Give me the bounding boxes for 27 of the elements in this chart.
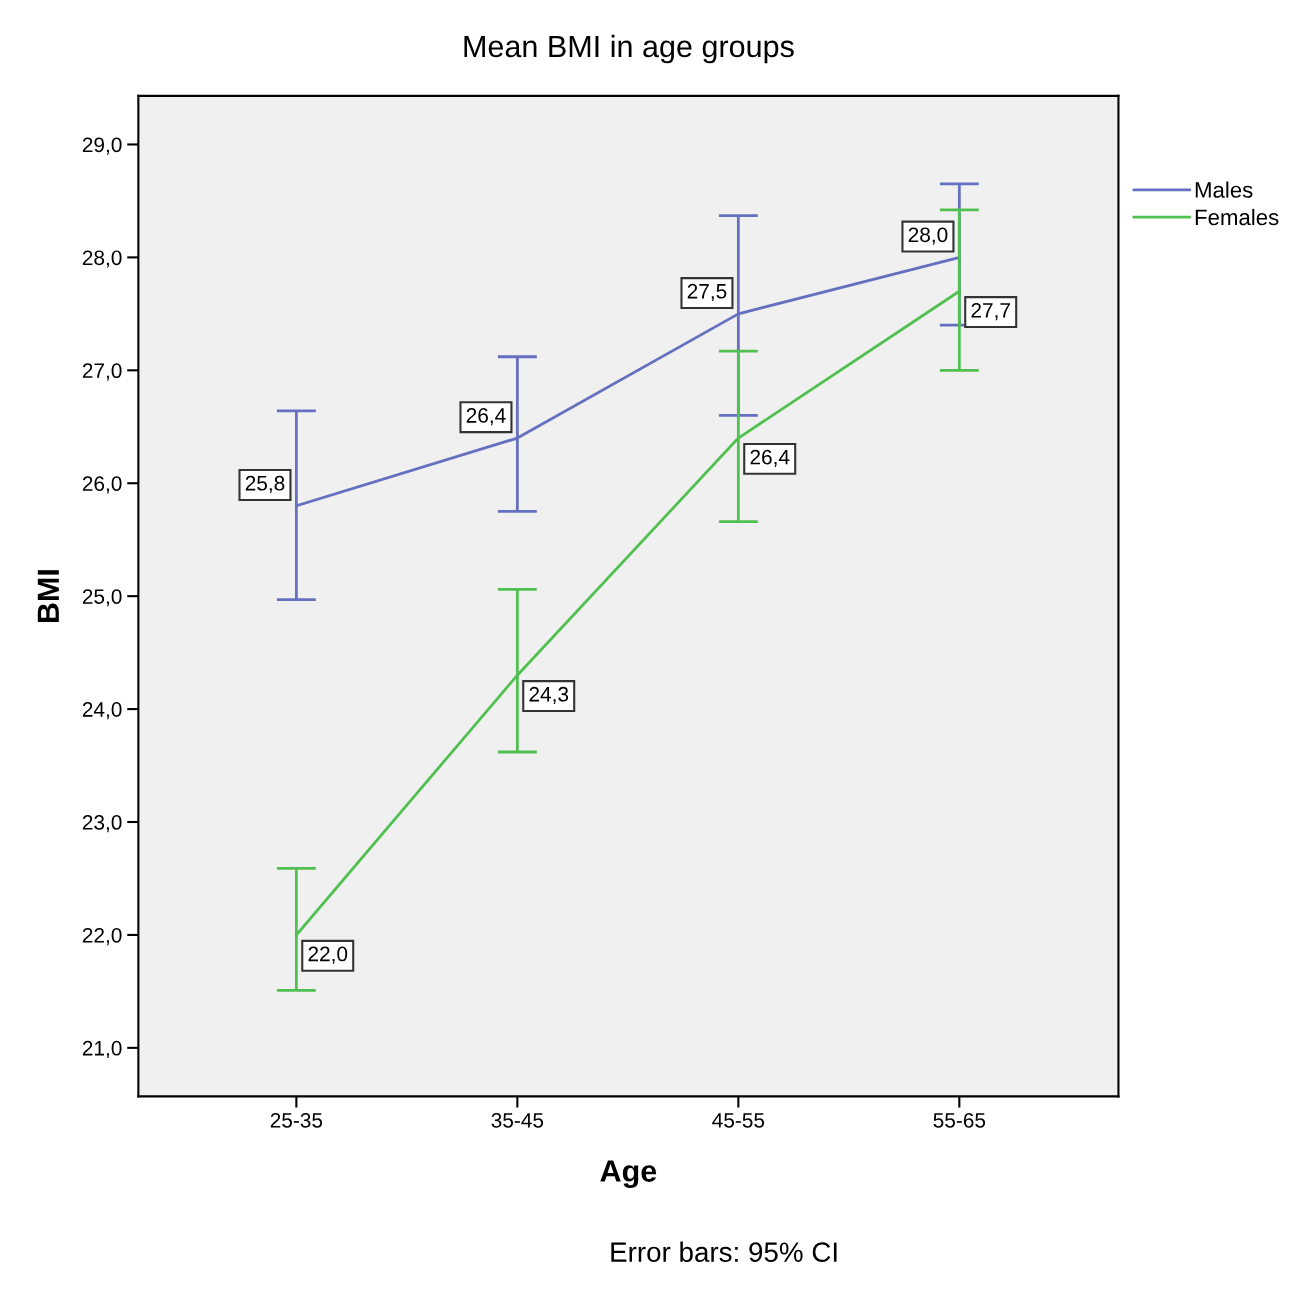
- data-label: 25,8: [245, 475, 285, 494]
- data-label: 24,3: [529, 686, 569, 705]
- y-tick-label: 27,0: [82, 363, 122, 381]
- y-tick-label: 22,0: [82, 927, 122, 946]
- text: Error bars: 95% CI: [611, 1241, 837, 1262]
- data-label: 27,5: [687, 283, 727, 302]
- y-tick-label: 25,0: [82, 589, 122, 607]
- x-axis-title: Age: [600, 1160, 657, 1189]
- y-axis-title: BMI: [37, 570, 59, 623]
- legend-label: Females: [1195, 208, 1279, 226]
- data-label: 26,4: [750, 449, 790, 467]
- y-tick-label: 26,0: [82, 476, 122, 494]
- x-tick-label: 45-55: [712, 1113, 765, 1128]
- data-label: 26,4: [466, 408, 506, 426]
- y-tick-label: 23,0: [82, 815, 122, 833]
- x-tick-label: 55-65: [933, 1112, 986, 1128]
- x-tick-label: 35-45: [491, 1112, 544, 1128]
- data-label: 22,0: [308, 946, 348, 964]
- chart-title: Mean BMI in age groups: [464, 34, 794, 64]
- x-tick-label: 25-35: [270, 1112, 323, 1128]
- y-tick-label: 28,0: [82, 250, 122, 268]
- data-label: 27,7: [971, 302, 1010, 321]
- y-tick-label: 29,0: [82, 137, 122, 155]
- legend-label: Males: [1195, 181, 1253, 198]
- y-tick-label: 24,0: [82, 702, 122, 720]
- y-tick-label: 21,0: [82, 1040, 122, 1059]
- data-label: 28,0: [908, 227, 948, 245]
